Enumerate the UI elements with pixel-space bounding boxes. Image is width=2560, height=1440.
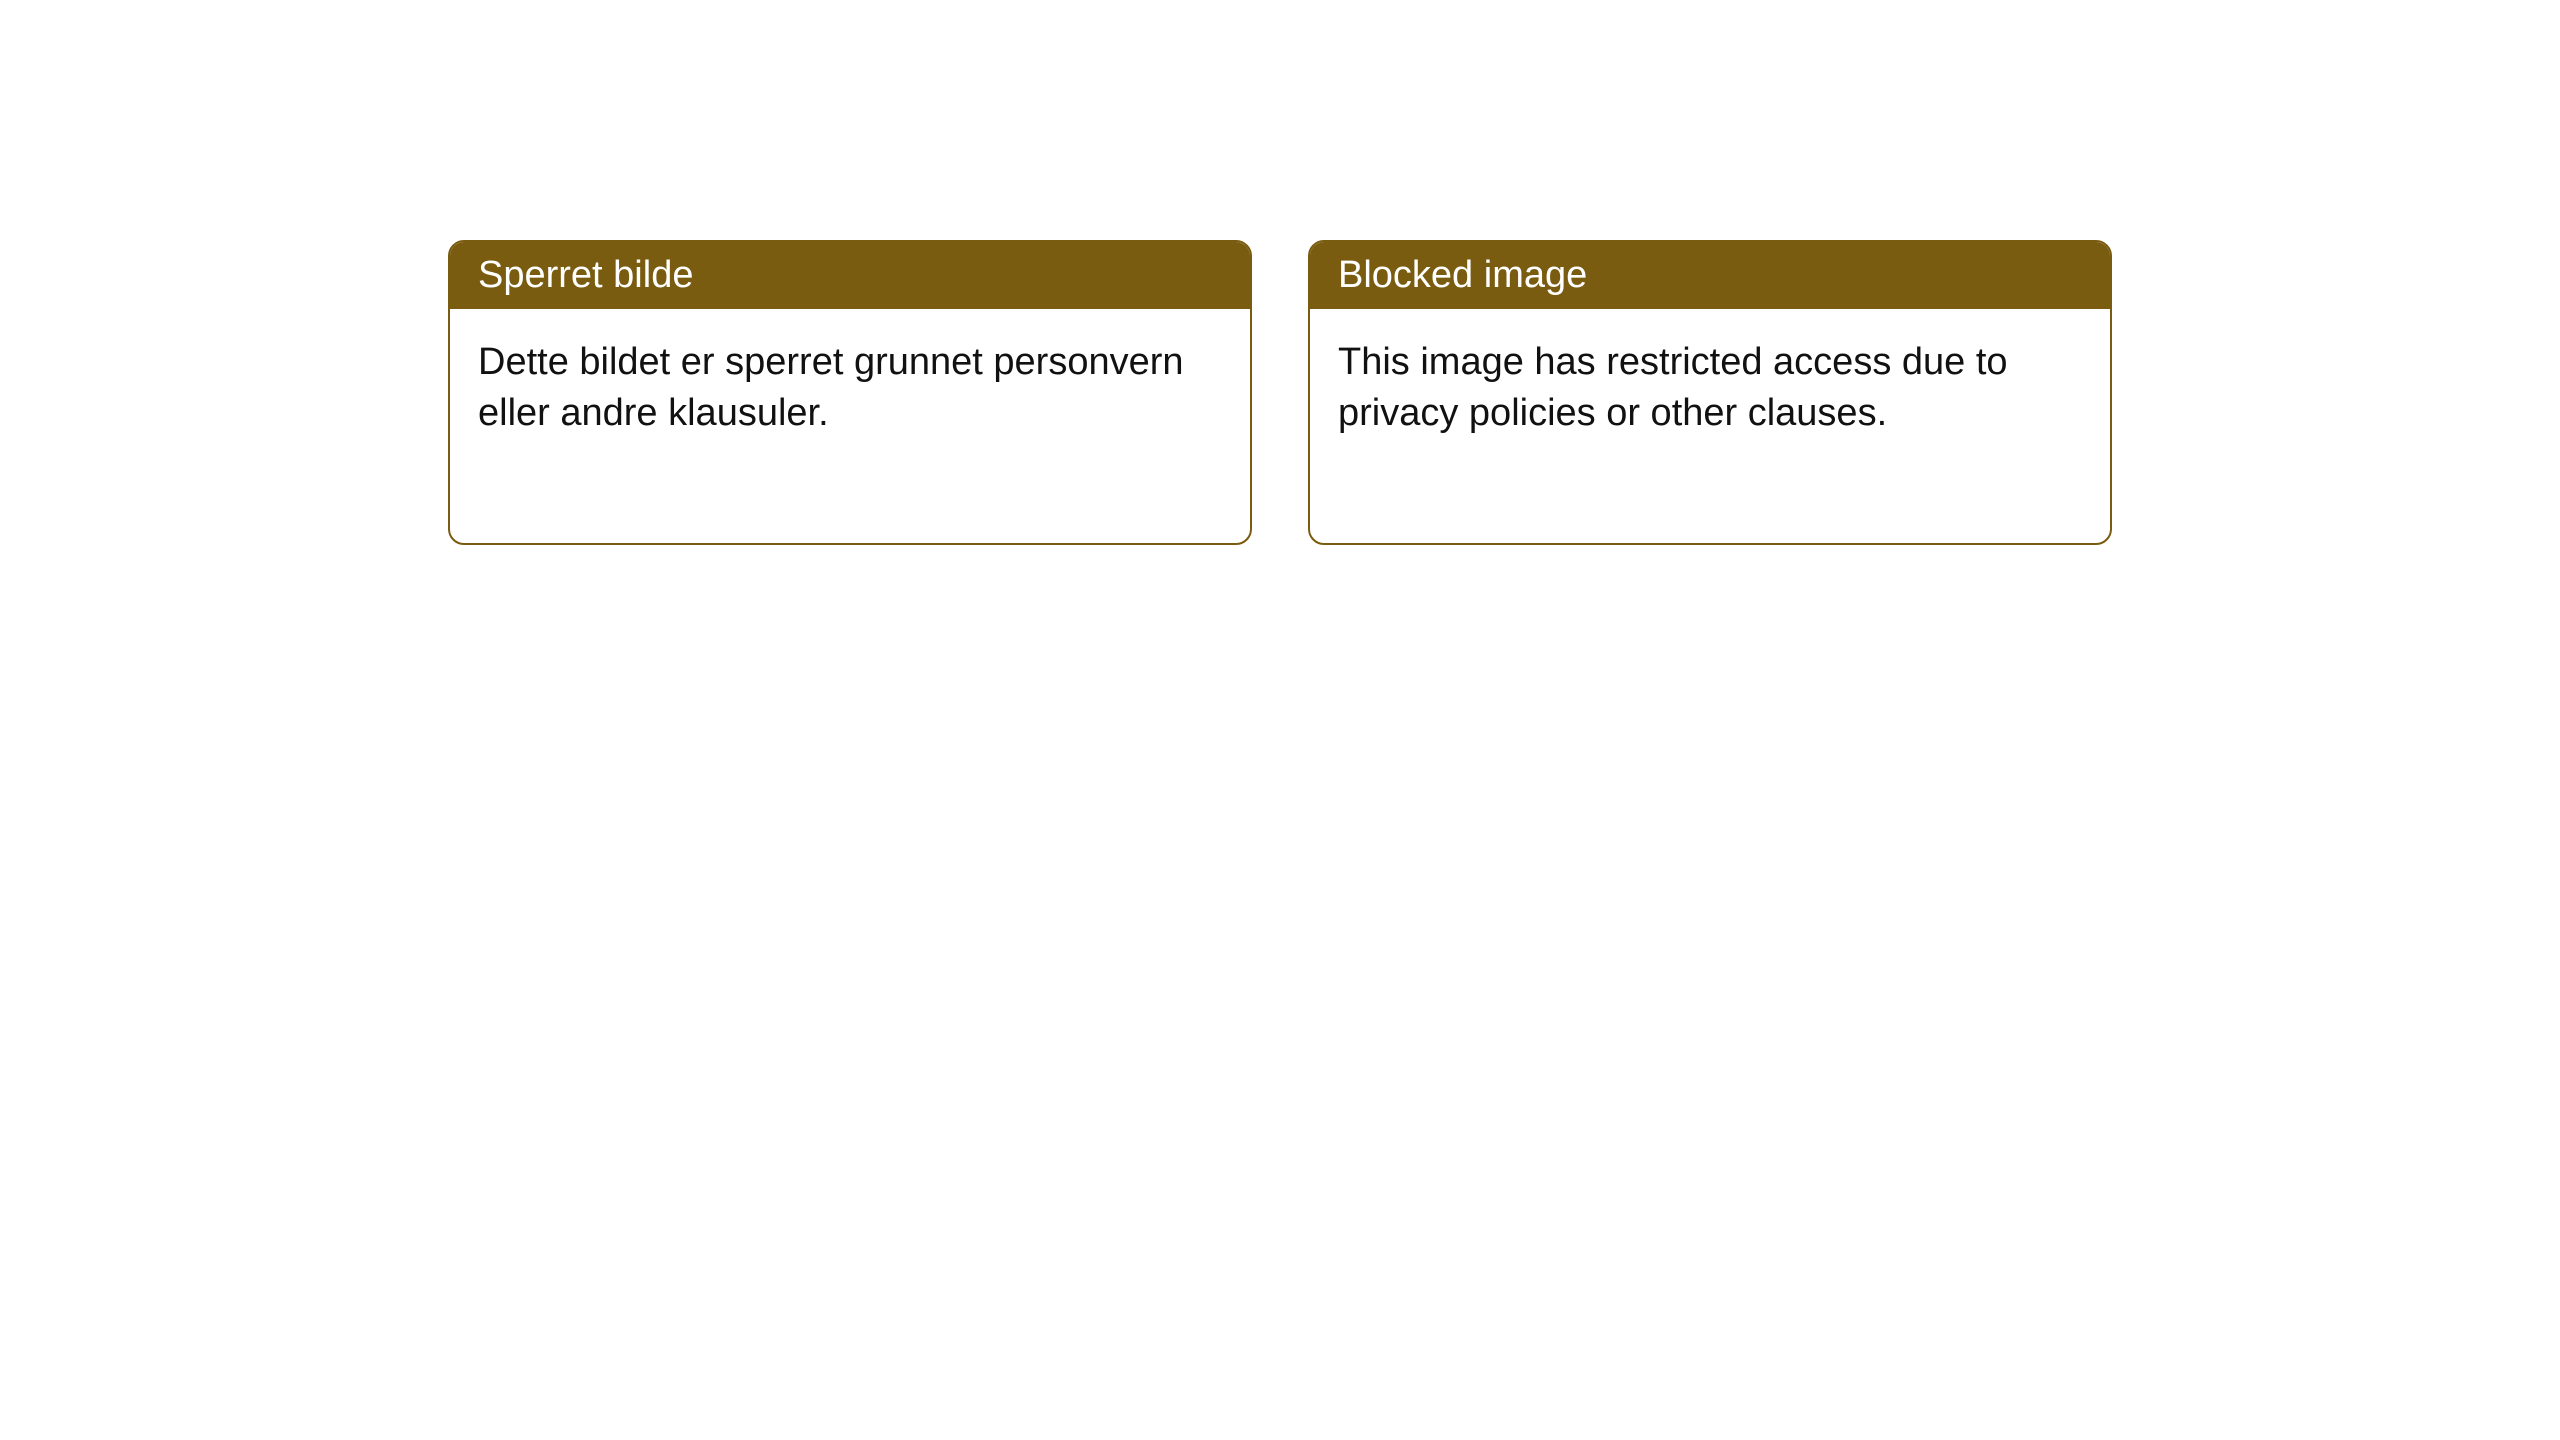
card-title: Blocked image [1310,242,2110,309]
card-title: Sperret bilde [450,242,1250,309]
notice-container: Sperret bilde Dette bildet er sperret gr… [0,0,2560,545]
notice-card-english: Blocked image This image has restricted … [1308,240,2112,545]
notice-card-norwegian: Sperret bilde Dette bildet er sperret gr… [448,240,1252,545]
card-body: This image has restricted access due to … [1310,309,2110,543]
card-body: Dette bildet er sperret grunnet personve… [450,309,1250,543]
